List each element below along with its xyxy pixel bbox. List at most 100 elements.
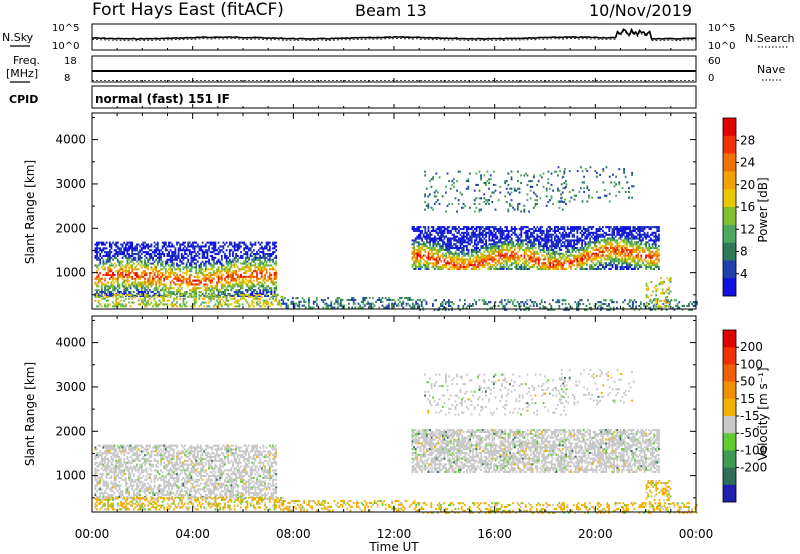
heatmap-cell [579,226,582,229]
heatmap-cell [549,267,551,270]
heatmap-cell [517,180,519,183]
heatmap-cell [179,245,182,248]
heatmap-cell [160,254,162,257]
heatmap-cell [184,291,186,294]
heatmap-cell [651,231,654,234]
heatmap-cell [424,254,427,257]
heatmap-cell [563,262,566,265]
heatmap-cell [192,243,194,246]
heatmap-cell [219,299,222,302]
heatmap-cell [180,262,183,265]
heatmap-cell [467,243,470,246]
heatmap-cell [640,226,643,229]
heatmap-cell [212,247,215,250]
heatmap-cell [411,252,414,255]
heatmap-cell [531,241,534,244]
heatmap-cell [469,264,471,267]
heatmap-cell [453,252,455,255]
heatmap-cell [161,287,164,290]
heatmap-cell [466,248,468,251]
heatmap-cell [259,262,262,265]
heatmap-cell [99,262,102,265]
heatmap-cell [637,247,639,250]
heatmap-cell [542,254,545,257]
heatmap-cell [108,273,111,276]
heatmap-cell [526,226,529,229]
heatmap-cell [142,299,145,302]
heatmap-cell [467,266,470,269]
heatmap-cell [605,231,607,234]
heatmap-cell [267,277,270,280]
heatmap-cell [144,305,146,308]
heatmap-cell [502,241,505,244]
heatmap-cell [257,264,260,267]
heatmap-cell [638,247,641,250]
heatmap-cell [209,272,212,275]
heatmap-cell [233,305,236,308]
heatmap-cell [613,258,615,261]
heatmap-cell [613,226,615,229]
heatmap-cell [654,247,657,250]
heatmap-cell [488,178,490,181]
heatmap-cell [549,187,551,190]
heatmap-cell [238,285,241,288]
heatmap-cell [480,245,483,248]
heatmap-cell [526,267,529,270]
heatmap-cell [477,235,479,238]
heatmap-cell [273,287,276,290]
heatmap-cell [209,268,212,271]
heatmap-cell [581,229,583,232]
heatmap-cell [233,243,236,246]
heatmap-cell [462,258,465,261]
heatmap-cell [629,237,631,240]
heatmap-cell [123,241,126,244]
heatmap-cell [570,258,572,261]
heatmap-cell [478,262,481,265]
heatmap-cell [244,245,247,248]
heatmap-cell [584,262,587,265]
heatmap-cell [137,275,140,278]
heatmap-cell [557,239,559,242]
heatmap-cell [169,264,172,267]
heatmap-cell [536,250,539,253]
heatmap-cell [504,241,507,244]
heatmap-cell [251,258,254,261]
heatmap-cell [528,254,531,257]
heatmap-cell [419,258,422,261]
heatmap-cell [456,241,459,244]
heatmap-cell [539,174,542,177]
heatmap-cell [203,262,206,265]
heatmap-cell [450,229,452,232]
heatmap-cell [148,253,151,256]
heatmap-cell [161,260,164,263]
heatmap-cell [526,233,529,236]
heatmap-cell [209,285,212,288]
heatmap-cell [180,260,183,263]
heatmap-cell [440,266,443,269]
heatmap-cell [576,241,579,244]
heatmap-cell [461,237,463,240]
heatmap-cell [241,241,244,244]
heatmap-cell [557,252,559,255]
heatmap-cell [462,235,465,238]
heatmap-cell [212,245,215,248]
heatmap-cell [303,300,305,303]
heatmap-cell [509,247,511,250]
heatmap-cell [108,294,111,297]
heatmap-cell [574,243,577,246]
heatmap-cell [198,305,201,308]
heatmap-cell [485,226,487,229]
heatmap-cell [198,256,201,259]
heatmap-cell [517,247,519,250]
heatmap-cell [248,279,250,282]
heatmap-cell [605,247,607,250]
heatmap-cell [498,260,500,263]
heatmap-cell [100,291,103,294]
heatmap-cell [338,302,341,305]
heatmap-cell [509,193,511,196]
heatmap-cell [547,258,550,261]
heatmap-cell [160,275,162,278]
heatmap-cell [523,174,526,177]
heatmap-cell [240,285,242,288]
heatmap-cell [571,254,574,257]
